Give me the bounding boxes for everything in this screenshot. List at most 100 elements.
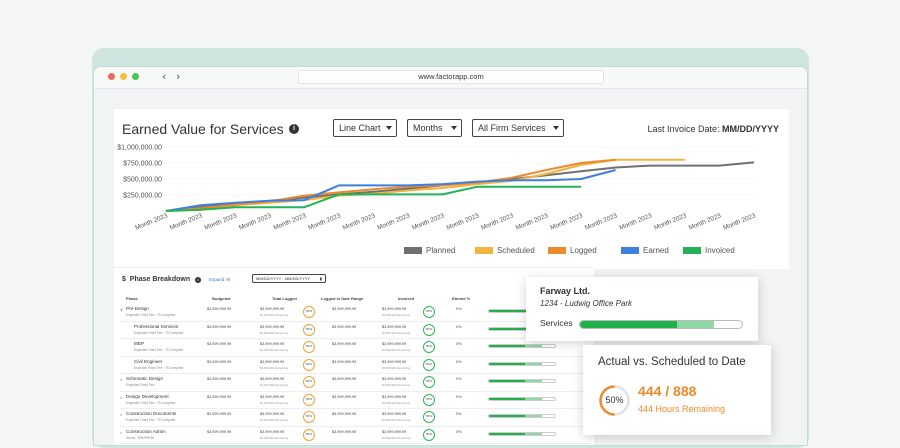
logged-remaining: $3,999,999 Remaining (260, 400, 289, 405)
earned-progress-extra (525, 432, 542, 435)
logged-value: $3,999,999.99 (260, 307, 285, 311)
phase-subtitle: Expected Fixed Fee · 75 Complete (134, 348, 184, 352)
legend-invoiced[interactable]: Invoiced (683, 246, 735, 255)
budgeted-value: $3,999,999.99 (207, 377, 232, 381)
url-bar[interactable]: www.factorapp.com (298, 70, 604, 84)
close-window-dot[interactable] (108, 73, 115, 80)
earned-value-line-chart: $1,000,000.00 $750,000.00 $500,000.00 $250,… (117, 145, 757, 232)
earned-progress-bar (488, 379, 556, 383)
earned-percent: 0% (456, 412, 462, 416)
legend-logged[interactable]: Logged (548, 246, 597, 255)
phase-name: Professional Services (134, 323, 179, 329)
earned-progress-fill (489, 397, 526, 400)
services-progress-bar (579, 320, 743, 329)
calendar-icon: ▮ (319, 276, 322, 281)
expand-chevron-icon[interactable]: > (120, 429, 123, 435)
invoiced-value: $3,999,999.99 (382, 324, 407, 329)
phase-breakdown-title: $ Phase Breakdown (122, 276, 190, 283)
phase-row[interactable]: > Construction Documents Expected Fixed Fe… (120, 409, 590, 427)
logged-progress-ring: 50% (303, 411, 315, 423)
phase-subtitle: Expected Fixed Fee · 75 Complete (134, 330, 184, 335)
expand-chevron-icon[interactable]: > (120, 394, 123, 400)
invoiced-progress-ring: 50% (423, 358, 435, 371)
range-value: $3,999,999.99 (332, 429, 357, 434)
info-icon[interactable]: i (289, 124, 299, 134)
legend-swatch-scheduled (475, 247, 493, 254)
x-tick-label: Month 2023 (480, 212, 515, 231)
invoiced-remaining: $3,999,999 Remaining (382, 418, 411, 422)
logged-value: $3,999,999.99 (260, 377, 285, 381)
expand-chevron-icon[interactable]: > (120, 412, 123, 417)
legend-earned[interactable]: Earned (621, 246, 669, 255)
phase-row[interactable]: Professional Services Expected Fixed Fee … (120, 322, 590, 339)
client-services-label: Services (540, 318, 573, 328)
series-line-logged[interactable] (165, 158, 616, 212)
maximize-window-dot[interactable] (132, 73, 139, 80)
legend-swatch-planned (404, 247, 422, 254)
expand-all-link[interactable]: Expand All (209, 277, 231, 282)
logged-remaining: $3,999,999 Remaining (260, 313, 289, 317)
logged-remaining: $3,999,999 Remaining (260, 365, 289, 370)
y-tick-label: $250,000.00 (123, 193, 162, 200)
date-range-text: MM/DD/YYYY - MM/DD/YYYY (256, 276, 311, 281)
info-icon[interactable]: i (195, 277, 201, 283)
phase-subtitle: Expected Fixed Fee · 75 Complete (126, 313, 176, 317)
invoiced-value: $3,999,999.99 (382, 412, 407, 416)
range-value: $3,999,999.99 (332, 342, 357, 346)
phase-row[interactable]: > Design Development Expected Fixed Fee · … (120, 392, 590, 409)
invoiced-progress-ring: 50% (423, 323, 435, 336)
expand-chevron-icon[interactable]: ∨ (120, 307, 123, 312)
logged-progress-ring: 50% (303, 358, 315, 371)
chart-type-dropdown[interactable]: Line Chart (333, 119, 397, 137)
earned-percent: 0% (456, 429, 462, 434)
x-tick-label: Month 2023 (307, 212, 342, 231)
budgeted-value: $3,999,999.99 (207, 324, 232, 329)
logged-value: $3,999,999.99 (260, 359, 285, 364)
legend-scheduled[interactable]: Scheduled (475, 246, 535, 255)
phase-row[interactable]: > Construction Admin Hourly · $99,999.99 $3… (120, 427, 590, 444)
browser-window: ‹ › www.factorapp.com Earned Value for S… (93, 66, 808, 446)
services-dropdown[interactable]: All Firm Services (472, 119, 564, 137)
minimize-window-dot[interactable] (120, 73, 127, 80)
legend-planned[interactable]: Planned (404, 246, 455, 255)
page-content: Earned Value for Services i Line Chart M… (94, 89, 807, 445)
invoiced-progress-ring: 50% (423, 411, 435, 423)
col-earned: Earned % (452, 296, 471, 301)
x-tick-label: Month 2023 (446, 212, 481, 231)
forward-arrow-icon[interactable]: › (176, 70, 181, 83)
series-line-invoiced[interactable] (165, 185, 582, 212)
period-dropdown[interactable]: Months (407, 119, 462, 137)
x-tick-label: Month 2023 (619, 212, 654, 231)
services-label: All Firm Services (478, 123, 546, 133)
series-line-earned[interactable] (165, 169, 616, 212)
earned-progress-extra (525, 345, 542, 347)
phase-row[interactable]: > Schematic Design Expected Fixed Fee $3,99… (120, 374, 590, 392)
back-arrow-icon[interactable]: ‹ (162, 70, 167, 83)
logged-remaining: $3,999,999 Remaining (260, 348, 289, 352)
earned-progress-extra (525, 397, 542, 400)
range-value: $3,999,999.99 (332, 412, 357, 416)
invoiced-progress-ring: 50% (423, 393, 435, 406)
expand-chevron-icon[interactable]: > (120, 377, 123, 382)
logged-progress-ring: 50% (303, 323, 315, 336)
period-label: Months (413, 123, 443, 133)
col-logged-range: Logged in Date Range (321, 296, 364, 301)
earned-value-card: Earned Value for Services i Line Chart M… (114, 109, 789, 269)
phase-name: MEP (134, 341, 144, 346)
phase-row[interactable]: Civil Engineer Expected Fixed Fee · 75 Co… (120, 357, 590, 374)
col-total-logged: Total Logged (272, 296, 297, 301)
logged-progress-ring: 50% (303, 306, 315, 318)
earned-progress-extra (525, 415, 542, 417)
invoiced-progress-ring: 50% (423, 306, 435, 318)
legend-swatch-logged (548, 247, 566, 254)
phase-row[interactable]: ∨ Pre-Design Expected Fixed Fee · 75 Compl… (120, 304, 590, 322)
chevron-down-icon (553, 126, 559, 130)
budgeted-value: $3,999,999.99 (207, 394, 232, 399)
col-invoiced: Invoiced (398, 296, 415, 301)
progress-ring (599, 385, 630, 416)
date-range-picker[interactable]: MM/DD/YYYY - MM/DD/YYYY ▮ (252, 274, 326, 283)
earned-progress-fill (489, 380, 526, 382)
x-tick-label: Month 2023 (688, 212, 723, 231)
phase-row[interactable]: MEP Expected Fixed Fee · 75 Complete $3,99… (120, 339, 590, 357)
earned-progress-fill (489, 432, 526, 435)
